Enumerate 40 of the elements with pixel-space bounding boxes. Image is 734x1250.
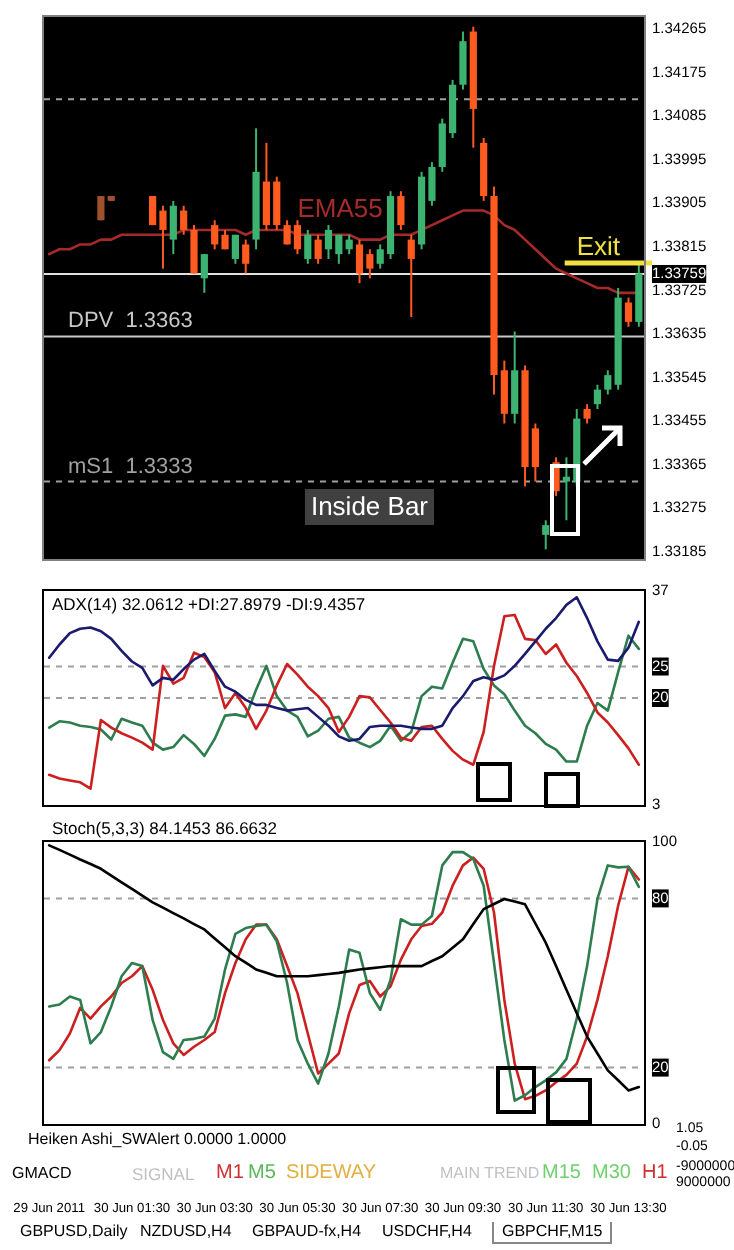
- candlestick: [345, 233, 353, 256]
- candlestick: [407, 233, 415, 319]
- text: M30: [592, 1162, 631, 1184]
- text: M5: [248, 1162, 276, 1184]
- candlestick: [624, 296, 633, 328]
- candlestick: [180, 204, 188, 236]
- text: GMACD: [12, 1164, 72, 1182]
- candlestick: [593, 383, 602, 410]
- candlestick: [190, 224, 198, 275]
- text: Heiken Ashi_SWAlert 0.0000 1.0000: [28, 1130, 287, 1148]
- text: MAIN TREND: [440, 1164, 540, 1182]
- candlestick: [242, 238, 250, 275]
- text: H1: [642, 1162, 668, 1184]
- text: M15: [542, 1162, 581, 1184]
- text: SIDEWAY: [286, 1162, 377, 1184]
- ref-line-label: mS1 1.3333: [68, 454, 193, 479]
- ref-line-label: DPV 1.3363: [68, 309, 193, 334]
- text: M1: [216, 1162, 244, 1184]
- text: USDCHF,H4: [382, 1222, 472, 1240]
- chart-title: ADX(14) 32.0612 +DI:27.8979 -DI:9.4357: [52, 594, 366, 615]
- candlestick: [314, 233, 322, 265]
- candlestick: [459, 30, 467, 91]
- candlestick: [542, 519, 550, 551]
- candlestick: [200, 253, 208, 294]
- candlestick: [511, 330, 519, 425]
- text: GBPAUD-fx,H4: [252, 1222, 362, 1240]
- text: NZDUSD,H4: [140, 1222, 232, 1240]
- candlestick: [397, 190, 405, 231]
- candlestick: [304, 228, 312, 265]
- candlestick: [97, 195, 105, 222]
- annotation: Exit: [576, 231, 621, 262]
- candlestick: [583, 403, 591, 425]
- chart-title: Stoch(5,3,3) 84.1453 86.6632: [52, 818, 278, 839]
- text: SIGNAL: [132, 1164, 195, 1184]
- text: GBPUSD,Daily: [20, 1222, 128, 1240]
- annotation: Inside Bar: [310, 491, 430, 522]
- candlestick: [604, 369, 612, 396]
- candlestick: [169, 199, 177, 256]
- candlestick: [231, 233, 239, 265]
- series-label: EMA55: [297, 192, 383, 223]
